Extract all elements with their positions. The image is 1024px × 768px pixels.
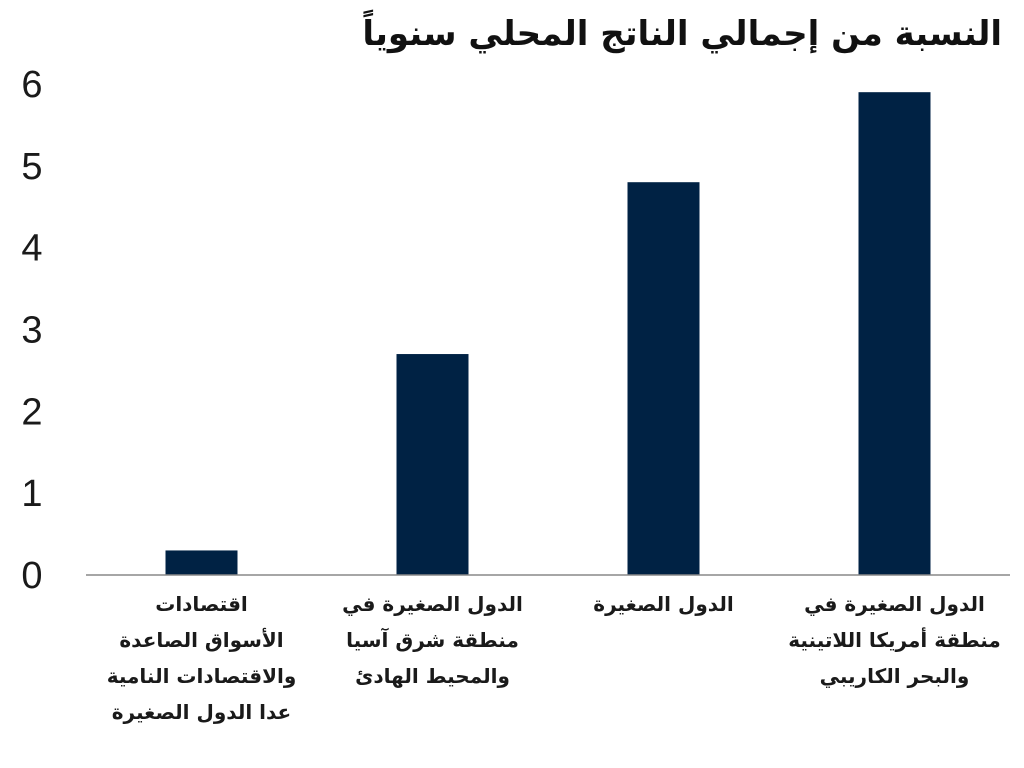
bar	[858, 92, 931, 575]
chart-title: النسبة من إجمالي الناتج المحلي سنوياً	[362, 14, 1002, 54]
y-tick-label: 0	[21, 555, 42, 597]
bar	[165, 550, 238, 575]
x-category-label: الدول الصغيرة في منطقة شرق آسيا والمحيط …	[342, 592, 523, 688]
x-category-label: الدول الصغيرة في منطقة أمريكا اللاتينية …	[788, 592, 1001, 688]
y-tick-label: 1	[21, 473, 42, 515]
x-category-label: الدول الصغيرة	[593, 592, 734, 616]
y-axis-ticks: 0 1 2 3 4 5 6	[21, 64, 42, 597]
bar	[627, 182, 700, 575]
y-tick-label: 2	[21, 391, 42, 433]
y-tick-label: 6	[21, 64, 42, 106]
y-tick-label: 4	[21, 228, 42, 270]
bars	[165, 92, 931, 575]
y-tick-label: 3	[21, 310, 42, 352]
y-tick-label: 5	[21, 146, 42, 188]
bar	[396, 354, 469, 575]
x-category-label: اقتصادات الأسواق الصاعدة والاقتصادات الن…	[106, 592, 297, 724]
